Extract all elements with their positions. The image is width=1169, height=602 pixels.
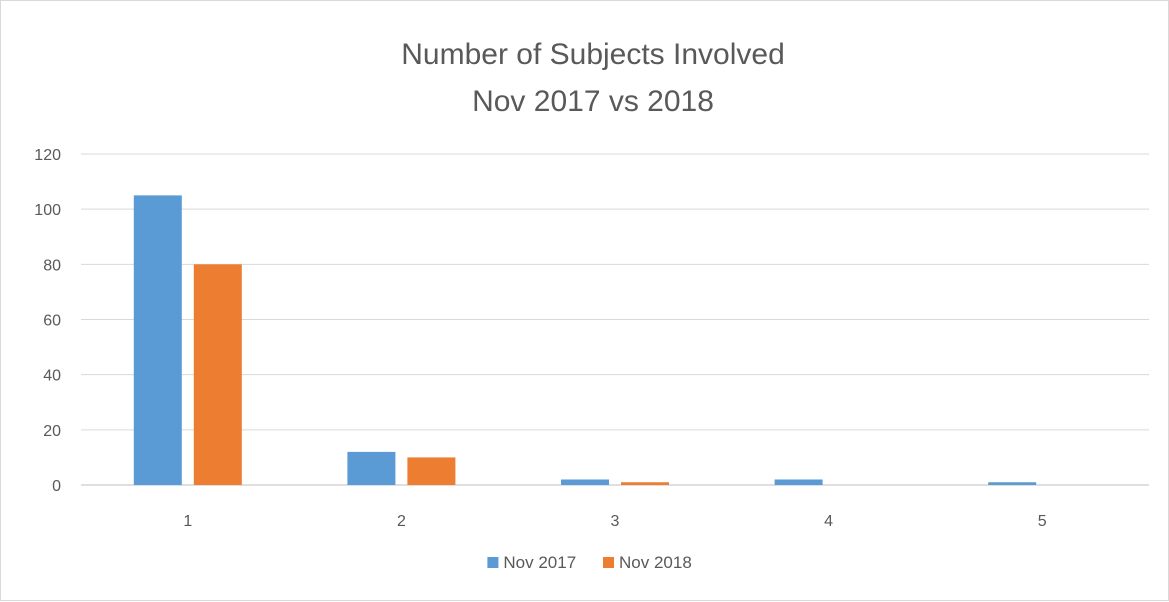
y-tick-label: 120 xyxy=(34,147,61,164)
bar-nov-2017-cat-4 xyxy=(774,479,823,485)
x-tick-label: 3 xyxy=(611,513,620,530)
y-tick-label: 40 xyxy=(43,368,61,385)
bar-nov-2017-cat-2 xyxy=(347,451,396,485)
legend-swatch-nov-2017 xyxy=(487,557,499,568)
chart-title-line-1: Number of Subjects Involved xyxy=(401,38,785,71)
y-axis-tick-labels: 0 20 40 60 80 100 120 xyxy=(34,147,61,495)
x-tick-label: 2 xyxy=(397,513,406,530)
y-tick-label: 20 xyxy=(43,423,61,440)
y-tick-label: 80 xyxy=(43,257,61,274)
legend-swatch-nov-2018 xyxy=(603,557,614,568)
bars xyxy=(133,195,1037,485)
y-tick-label: 60 xyxy=(43,313,61,330)
x-axis-tick-labels: 1 2 3 4 5 xyxy=(183,513,1046,530)
x-tick-label: 4 xyxy=(824,513,833,530)
bar-nov-2017-cat-5 xyxy=(988,482,1037,485)
legend-label-nov-2017: Nov 2017 xyxy=(503,553,576,572)
bar-nov-2017-cat-3 xyxy=(561,479,609,485)
bar-nov-2018-cat-3 xyxy=(621,482,669,485)
bar-nov-2018-cat-1 xyxy=(193,264,242,485)
y-tick-label: 0 xyxy=(52,478,61,495)
chart-title-line-2: Nov 2017 vs 2018 xyxy=(472,85,714,118)
bar-nov-2017-cat-1 xyxy=(133,195,182,485)
legend: Nov 2017 Nov 2018 xyxy=(487,553,692,572)
legend-label-nov-2018: Nov 2018 xyxy=(619,553,692,572)
gridlines xyxy=(81,153,1149,486)
x-tick-label: 5 xyxy=(1038,513,1047,530)
bar-nov-2018-cat-2 xyxy=(407,457,456,485)
y-tick-label: 100 xyxy=(34,202,61,219)
x-tick-label: 1 xyxy=(183,513,192,530)
